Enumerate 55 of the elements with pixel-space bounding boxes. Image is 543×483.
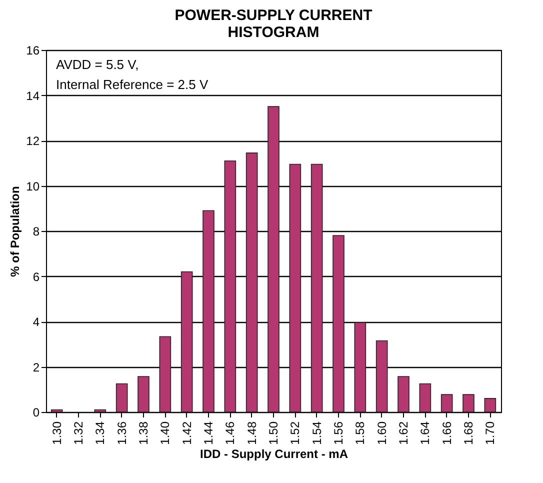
bar (202, 210, 214, 412)
y-tick-label: 0 (32, 406, 40, 420)
x-tick-label: 1.66 (440, 421, 454, 445)
y-tick-label: 14 (26, 88, 40, 103)
x-tick-label: 1.54 (310, 421, 324, 445)
x-tick-label: 1.44 (202, 421, 216, 445)
chart-title: POWER-SUPPLY CURRENT HISTOGRAM (174, 7, 372, 41)
x-tick-label: 1.56 (332, 421, 346, 445)
bar (354, 322, 366, 412)
x-tick-label: 1.36 (114, 421, 129, 445)
y-tick-label: 8 (32, 224, 40, 238)
bar (246, 152, 258, 412)
x-tick-label: 1.58 (353, 421, 368, 445)
annotation: Internal Reference = 2.5 V (56, 77, 208, 92)
y-tick-label: 2 (32, 360, 40, 374)
x-tick-label: 1.30 (50, 421, 64, 445)
bar (224, 160, 236, 412)
x-tick-label: 1.62 (396, 421, 410, 445)
bar (268, 106, 280, 412)
x-tick-label: 1.68 (462, 421, 476, 445)
y-axis-title: % of Population (8, 186, 22, 277)
x-tick-label: 1.70 (483, 421, 498, 445)
x-tick-label: 1.50 (266, 421, 280, 445)
x-tick-label: 1.60 (374, 421, 389, 445)
bar (376, 340, 388, 412)
x-tick-label: 1.40 (158, 421, 172, 445)
bar (289, 164, 302, 412)
bar (50, 409, 63, 412)
bar (440, 394, 453, 412)
bar (398, 376, 410, 412)
bar (419, 383, 432, 412)
x-tick-label: 1.46 (223, 421, 238, 445)
y-tick-label: 4 (32, 315, 40, 329)
x-axis-title: IDD - Supply Current - mA (200, 446, 348, 461)
bar (310, 164, 323, 412)
bar (116, 383, 128, 412)
bar (332, 235, 344, 412)
annotation: AVDD = 5.5 V, (56, 57, 139, 72)
bar (484, 398, 496, 412)
y-tick-label: 6 (32, 270, 40, 284)
bar (138, 376, 150, 412)
y-tick-label: 12 (26, 134, 40, 148)
x-tick-label: 1.52 (288, 421, 302, 445)
x-tick-label: 1.38 (136, 421, 150, 445)
x-tick-label: 1.64 (418, 421, 432, 445)
x-tick-label: 1.48 (244, 421, 259, 445)
bar (94, 409, 106, 412)
y-tick-label: 10 (26, 179, 40, 194)
x-tick-label: 1.42 (180, 421, 194, 445)
bar (159, 336, 172, 412)
bar (462, 394, 474, 412)
x-tick-label: 1.34 (93, 421, 108, 445)
x-tick-label: 1.32 (72, 421, 86, 445)
bar (180, 271, 193, 412)
y-tick-label: 16 (26, 44, 40, 58)
